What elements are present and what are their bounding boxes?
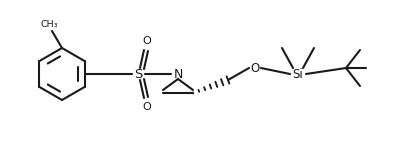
Text: Si: Si [293,67,303,81]
Text: O: O [143,102,151,112]
Text: CH₃: CH₃ [40,20,58,29]
Text: O: O [250,62,260,74]
Text: S: S [134,67,142,81]
Text: N: N [173,67,183,81]
Text: O: O [143,36,151,46]
